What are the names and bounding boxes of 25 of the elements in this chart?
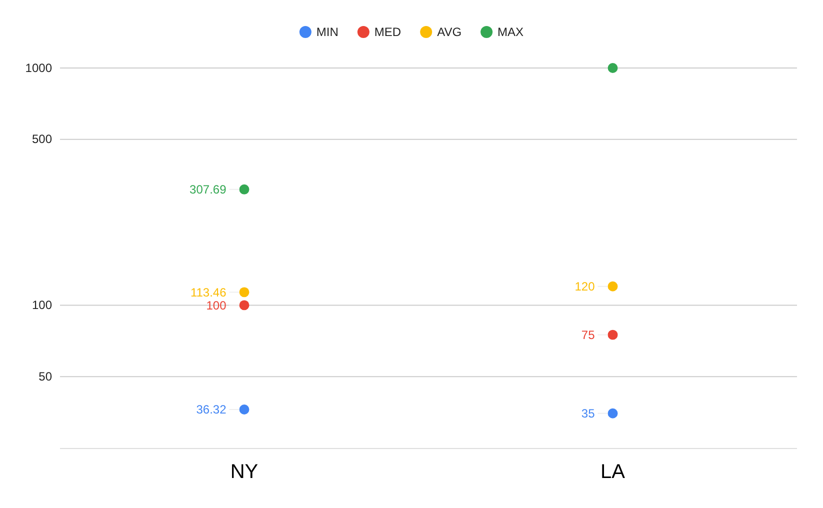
point: [608, 281, 618, 292]
legend-label: MIN: [316, 25, 338, 40]
y-tick-label: 100: [32, 298, 52, 312]
y-tick-label: 500: [32, 132, 52, 146]
data-label: 100: [206, 298, 227, 312]
x-tick-label: NY: [230, 461, 258, 484]
point: [239, 404, 250, 414]
point: [608, 408, 618, 418]
y-tick-label: 50: [38, 369, 52, 384]
data-label: 35: [581, 406, 596, 421]
data-label: 113.46: [190, 285, 227, 300]
y-tick-label: 1000: [25, 60, 52, 75]
data-label: 307.69: [190, 182, 227, 197]
point: [608, 330, 618, 340]
data-label: 75: [581, 328, 596, 342]
point: [239, 184, 250, 194]
point: [608, 63, 618, 73]
data-label: 120: [574, 280, 596, 294]
point: [239, 300, 250, 310]
data-label: 36.32: [196, 402, 227, 417]
legend-label: MAX: [498, 25, 524, 40]
legend-label: MED: [374, 25, 402, 40]
point: [239, 287, 250, 298]
legend-label: AVG: [437, 25, 462, 40]
x-tick-label: LA: [600, 461, 626, 484]
